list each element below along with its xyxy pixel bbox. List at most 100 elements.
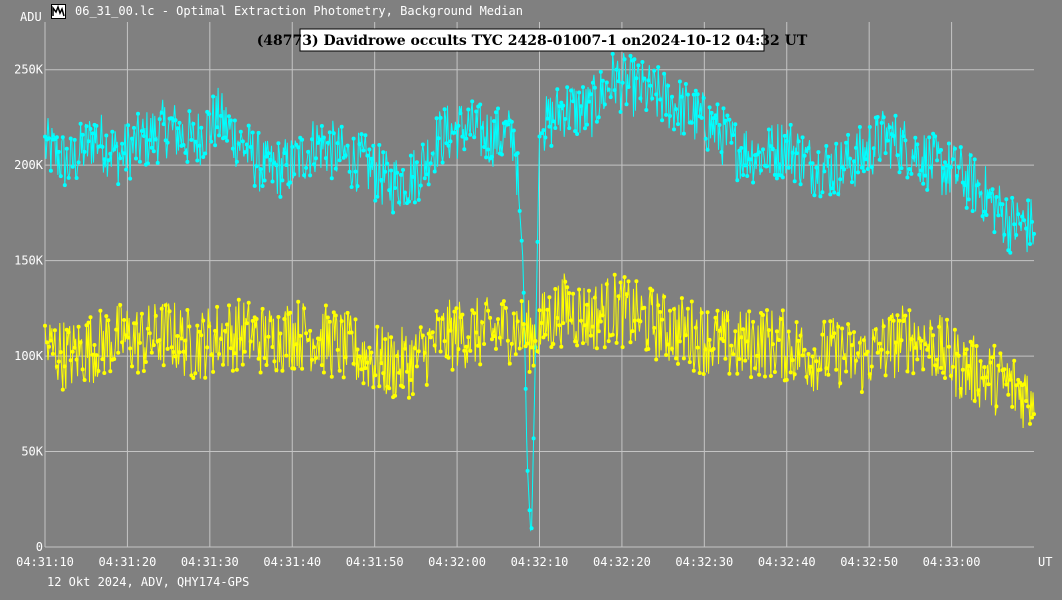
data-point <box>86 139 91 144</box>
data-point <box>1014 233 1019 237</box>
data-point <box>689 120 694 125</box>
data-point <box>731 133 736 137</box>
data-point <box>426 182 431 187</box>
data-point <box>262 356 267 360</box>
data-point <box>925 187 930 192</box>
data-point <box>418 183 423 188</box>
data-point <box>420 333 425 338</box>
data-point <box>946 344 951 349</box>
data-point <box>683 82 688 86</box>
data-point <box>428 335 433 340</box>
data-point <box>753 366 758 371</box>
data-point <box>442 107 447 112</box>
data-point <box>877 341 882 346</box>
data-point <box>612 88 617 93</box>
data-point <box>897 318 902 323</box>
data-point <box>240 139 245 144</box>
data-point <box>766 127 771 132</box>
data-point <box>854 358 858 363</box>
data-point <box>157 117 162 122</box>
data-point <box>296 299 301 304</box>
data-point <box>865 349 870 354</box>
data-point <box>304 165 309 170</box>
data-point <box>869 165 874 170</box>
data-point <box>329 374 334 379</box>
data-point <box>48 338 53 343</box>
data-point <box>1014 383 1019 388</box>
data-point <box>310 357 314 362</box>
data-point <box>618 109 623 114</box>
data-point <box>408 153 413 158</box>
data-point <box>134 321 138 326</box>
data-point <box>401 167 405 172</box>
data-point <box>254 164 259 169</box>
data-point <box>765 308 769 313</box>
data-point <box>638 319 643 324</box>
data-point <box>945 163 949 168</box>
data-point <box>43 323 47 328</box>
data-point <box>54 364 59 369</box>
data-point <box>648 83 653 88</box>
data-point <box>883 373 888 378</box>
data-point <box>984 375 989 380</box>
data-point <box>306 149 311 154</box>
data-point <box>755 353 760 358</box>
y-axis-label: ADU <box>20 10 42 24</box>
data-point <box>794 320 799 325</box>
data-point <box>74 357 79 362</box>
data-point <box>818 194 823 199</box>
y-tick-label: 250K <box>14 63 44 77</box>
data-point <box>209 139 214 144</box>
data-point <box>668 114 672 118</box>
data-point <box>393 186 398 190</box>
data-point <box>191 376 196 380</box>
data-point <box>828 192 833 197</box>
data-point <box>381 150 386 155</box>
data-point <box>1022 218 1027 223</box>
data-point <box>205 345 210 350</box>
data-point <box>248 339 253 344</box>
data-point <box>679 296 684 301</box>
data-point <box>737 357 742 361</box>
data-point <box>436 317 441 322</box>
data-point <box>626 85 631 89</box>
data-point <box>806 352 811 356</box>
data-point <box>118 303 123 307</box>
data-point <box>410 392 415 397</box>
data-point <box>363 133 368 138</box>
data-point <box>238 129 243 134</box>
data-point <box>905 175 910 180</box>
data-point <box>145 161 150 166</box>
data-point <box>592 295 597 300</box>
data-point <box>658 97 663 102</box>
data-point <box>802 347 807 352</box>
data-point <box>308 173 313 178</box>
data-point <box>521 290 526 295</box>
data-point <box>248 145 253 149</box>
data-point <box>933 363 938 368</box>
data-point <box>147 138 152 142</box>
data-point <box>1016 212 1021 217</box>
data-point <box>832 331 837 336</box>
data-point <box>642 305 647 310</box>
data-point <box>391 210 396 215</box>
data-point <box>814 359 819 364</box>
data-point <box>381 371 386 376</box>
data-point <box>66 330 71 335</box>
data-point <box>964 347 969 352</box>
data-point <box>810 161 815 166</box>
data-point <box>258 167 263 172</box>
data-point <box>199 333 204 338</box>
data-point <box>106 318 111 323</box>
data-point <box>278 194 283 199</box>
data-point <box>541 128 546 133</box>
data-point <box>1032 412 1036 417</box>
data-point <box>935 158 940 163</box>
data-point <box>207 324 212 329</box>
data-point <box>935 357 940 362</box>
data-point <box>179 336 184 341</box>
data-point <box>772 370 777 374</box>
data-point <box>141 369 146 373</box>
data-point <box>94 353 99 358</box>
data-point <box>770 147 775 152</box>
